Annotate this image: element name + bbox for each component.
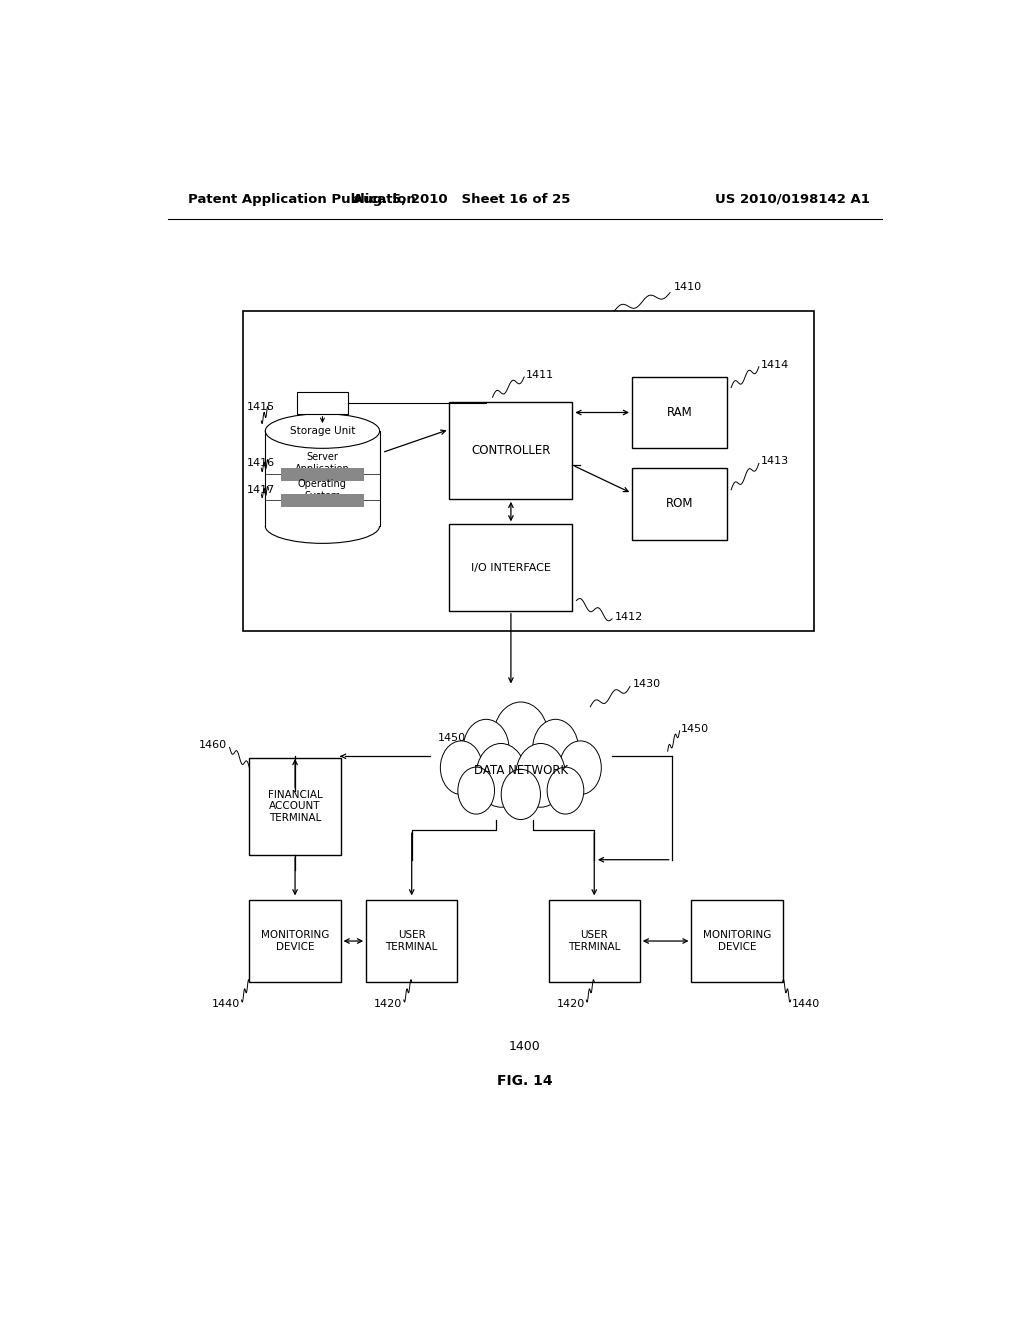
Text: 1450: 1450 bbox=[681, 723, 710, 734]
Text: 1420: 1420 bbox=[556, 999, 585, 1008]
Text: Operating
System: Operating System bbox=[298, 479, 347, 500]
Text: 1450: 1450 bbox=[437, 733, 466, 743]
Bar bbox=[282, 494, 364, 507]
Circle shape bbox=[547, 767, 584, 814]
Circle shape bbox=[440, 741, 482, 795]
Text: USER
TERMINAL: USER TERMINAL bbox=[385, 931, 438, 952]
Bar bbox=[297, 392, 348, 413]
Text: 1440: 1440 bbox=[793, 999, 820, 1008]
Bar bbox=[250, 758, 341, 854]
Text: RAM: RAM bbox=[667, 407, 692, 418]
Text: FIG. 14: FIG. 14 bbox=[497, 1074, 553, 1088]
Text: 1414: 1414 bbox=[761, 360, 788, 370]
Bar bbox=[367, 900, 458, 982]
Text: USER
TERMINAL: USER TERMINAL bbox=[568, 931, 621, 952]
Text: 1411: 1411 bbox=[525, 370, 554, 380]
Text: 1410: 1410 bbox=[674, 282, 702, 293]
Text: MONITORING
DEVICE: MONITORING DEVICE bbox=[702, 931, 771, 952]
Text: 1420: 1420 bbox=[374, 999, 402, 1008]
Text: FINANCIAL
ACCOUNT
TERMINAL: FINANCIAL ACCOUNT TERMINAL bbox=[267, 789, 323, 822]
Text: 1416: 1416 bbox=[247, 458, 275, 469]
Circle shape bbox=[476, 743, 526, 808]
Circle shape bbox=[494, 702, 548, 772]
Circle shape bbox=[463, 719, 509, 777]
Text: 1430: 1430 bbox=[633, 680, 660, 689]
Text: 1413: 1413 bbox=[761, 457, 788, 466]
Bar bbox=[549, 900, 640, 982]
Text: 1400: 1400 bbox=[509, 1040, 541, 1053]
Text: 1440: 1440 bbox=[212, 999, 240, 1008]
Ellipse shape bbox=[265, 413, 380, 449]
Bar bbox=[450, 524, 572, 611]
Text: I/O INTERFACE: I/O INTERFACE bbox=[471, 562, 551, 573]
Text: DATA NETWORK: DATA NETWORK bbox=[474, 764, 568, 776]
Text: ROM: ROM bbox=[666, 498, 693, 511]
Bar bbox=[282, 469, 364, 482]
Bar bbox=[450, 403, 572, 499]
Circle shape bbox=[516, 743, 565, 808]
Bar bbox=[632, 469, 727, 540]
Text: Storage Unit: Storage Unit bbox=[290, 426, 355, 436]
Text: 1460: 1460 bbox=[199, 741, 227, 750]
Circle shape bbox=[532, 719, 579, 777]
Text: US 2010/0198142 A1: US 2010/0198142 A1 bbox=[715, 193, 870, 206]
Bar bbox=[632, 378, 727, 447]
Bar bbox=[691, 900, 782, 982]
Text: 1415: 1415 bbox=[247, 403, 275, 412]
Text: Server
Application: Server Application bbox=[295, 453, 350, 474]
Circle shape bbox=[559, 741, 601, 795]
Text: Aug. 5, 2010   Sheet 16 of 25: Aug. 5, 2010 Sheet 16 of 25 bbox=[352, 193, 570, 206]
Text: 1417: 1417 bbox=[247, 484, 275, 495]
Bar bbox=[243, 312, 814, 631]
Circle shape bbox=[501, 770, 541, 820]
Bar bbox=[265, 432, 380, 527]
Text: 1412: 1412 bbox=[614, 611, 643, 622]
Bar bbox=[250, 900, 341, 982]
Circle shape bbox=[458, 767, 495, 814]
Text: Patent Application Publication: Patent Application Publication bbox=[187, 193, 416, 206]
Text: MONITORING
DEVICE: MONITORING DEVICE bbox=[261, 931, 330, 952]
Text: CONTROLLER: CONTROLLER bbox=[471, 444, 551, 457]
